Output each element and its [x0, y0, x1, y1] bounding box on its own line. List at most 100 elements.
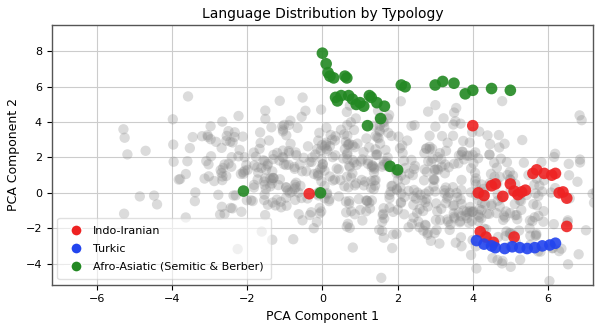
Point [409, 194, 418, 199]
Point [460, 91, 470, 96]
Point [493, 234, 503, 240]
Point [440, 188, 449, 193]
Point [380, 104, 389, 109]
Point [365, 206, 375, 211]
Point [464, 153, 474, 158]
Point [499, 217, 508, 222]
Point [510, 201, 520, 207]
Point [397, 173, 406, 178]
Point [500, 233, 510, 239]
Point [278, 129, 288, 134]
Point [436, 206, 446, 212]
Point [373, 108, 383, 114]
Point [554, 190, 564, 195]
Point [429, 184, 439, 189]
Point [424, 159, 433, 164]
Point [400, 84, 410, 89]
Point [472, 238, 481, 243]
Point [343, 152, 352, 157]
Point [403, 138, 412, 143]
Point [532, 176, 542, 181]
Point [317, 143, 327, 148]
Point [243, 167, 253, 173]
Point [344, 142, 353, 148]
Point [563, 219, 572, 225]
Point [452, 194, 462, 200]
Point [400, 212, 409, 217]
Point [407, 221, 417, 226]
Point [469, 209, 478, 214]
Point [344, 93, 353, 98]
Point [260, 116, 270, 121]
Point [457, 214, 466, 219]
Point [423, 230, 433, 236]
Point [296, 183, 305, 188]
Point [470, 170, 480, 176]
Point [396, 99, 406, 104]
Point [468, 209, 478, 214]
Point [342, 109, 352, 115]
Point [269, 175, 278, 181]
Point [457, 244, 466, 249]
Point [449, 161, 459, 167]
Point [316, 107, 326, 112]
Point [465, 140, 475, 145]
Point [370, 165, 379, 170]
Title: Language Distribution by Typology: Language Distribution by Typology [202, 7, 443, 21]
Point [370, 166, 379, 172]
Point [354, 196, 364, 202]
Point [442, 196, 452, 201]
Point [238, 170, 248, 175]
Point [256, 130, 265, 135]
Point [338, 156, 348, 161]
Point [234, 113, 244, 118]
Point [242, 198, 251, 203]
Point [346, 175, 356, 180]
Point [322, 190, 332, 196]
Point [394, 170, 403, 175]
Point [342, 174, 352, 180]
Point [471, 176, 481, 181]
Point [531, 233, 541, 238]
Point [500, 141, 509, 147]
Point [506, 177, 515, 182]
Point [275, 158, 284, 163]
Point [433, 167, 443, 173]
Point [532, 233, 541, 238]
Point [343, 142, 353, 148]
Point [169, 159, 178, 164]
Point [475, 129, 484, 134]
Point [275, 98, 284, 103]
Point [404, 188, 413, 193]
Point [425, 147, 434, 152]
Point [415, 225, 424, 230]
Point [322, 140, 331, 145]
Point [451, 119, 460, 124]
Point [432, 227, 442, 233]
Point [260, 213, 270, 218]
Point [336, 127, 346, 132]
Point [222, 133, 232, 139]
Point [562, 224, 572, 229]
Point [500, 246, 509, 251]
Point [371, 133, 380, 139]
Point [278, 154, 287, 160]
Point [397, 143, 407, 148]
Point [530, 191, 540, 196]
Point [267, 181, 277, 186]
Point [272, 150, 282, 155]
Point [430, 167, 440, 172]
Point [539, 219, 548, 224]
Point [458, 149, 467, 154]
Point [526, 242, 535, 247]
Point [549, 221, 559, 227]
Point [313, 191, 322, 196]
Point [502, 160, 512, 165]
Point [505, 177, 515, 182]
Point [572, 179, 582, 184]
Point [204, 162, 214, 167]
Point [437, 133, 447, 139]
Point [464, 220, 474, 225]
Point [431, 217, 440, 223]
Point [413, 219, 423, 224]
